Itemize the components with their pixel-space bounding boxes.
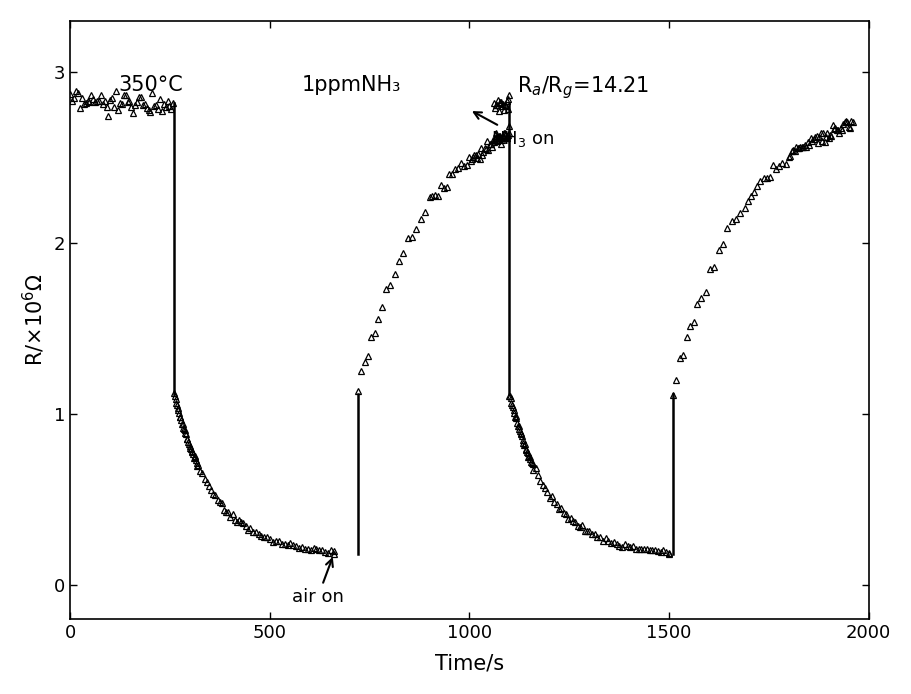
Text: R$_a$/R$_g$=14.21: R$_a$/R$_g$=14.21	[517, 75, 649, 101]
Y-axis label: R/×10$^6$Ω: R/×10$^6$Ω	[21, 273, 47, 366]
Text: air on: air on	[292, 559, 343, 606]
X-axis label: Time/s: Time/s	[435, 653, 504, 673]
Text: NH$_3$ on: NH$_3$ on	[474, 112, 555, 149]
Text: 1ppmNH₃: 1ppmNH₃	[302, 75, 401, 94]
Text: 350°C: 350°C	[118, 75, 183, 94]
